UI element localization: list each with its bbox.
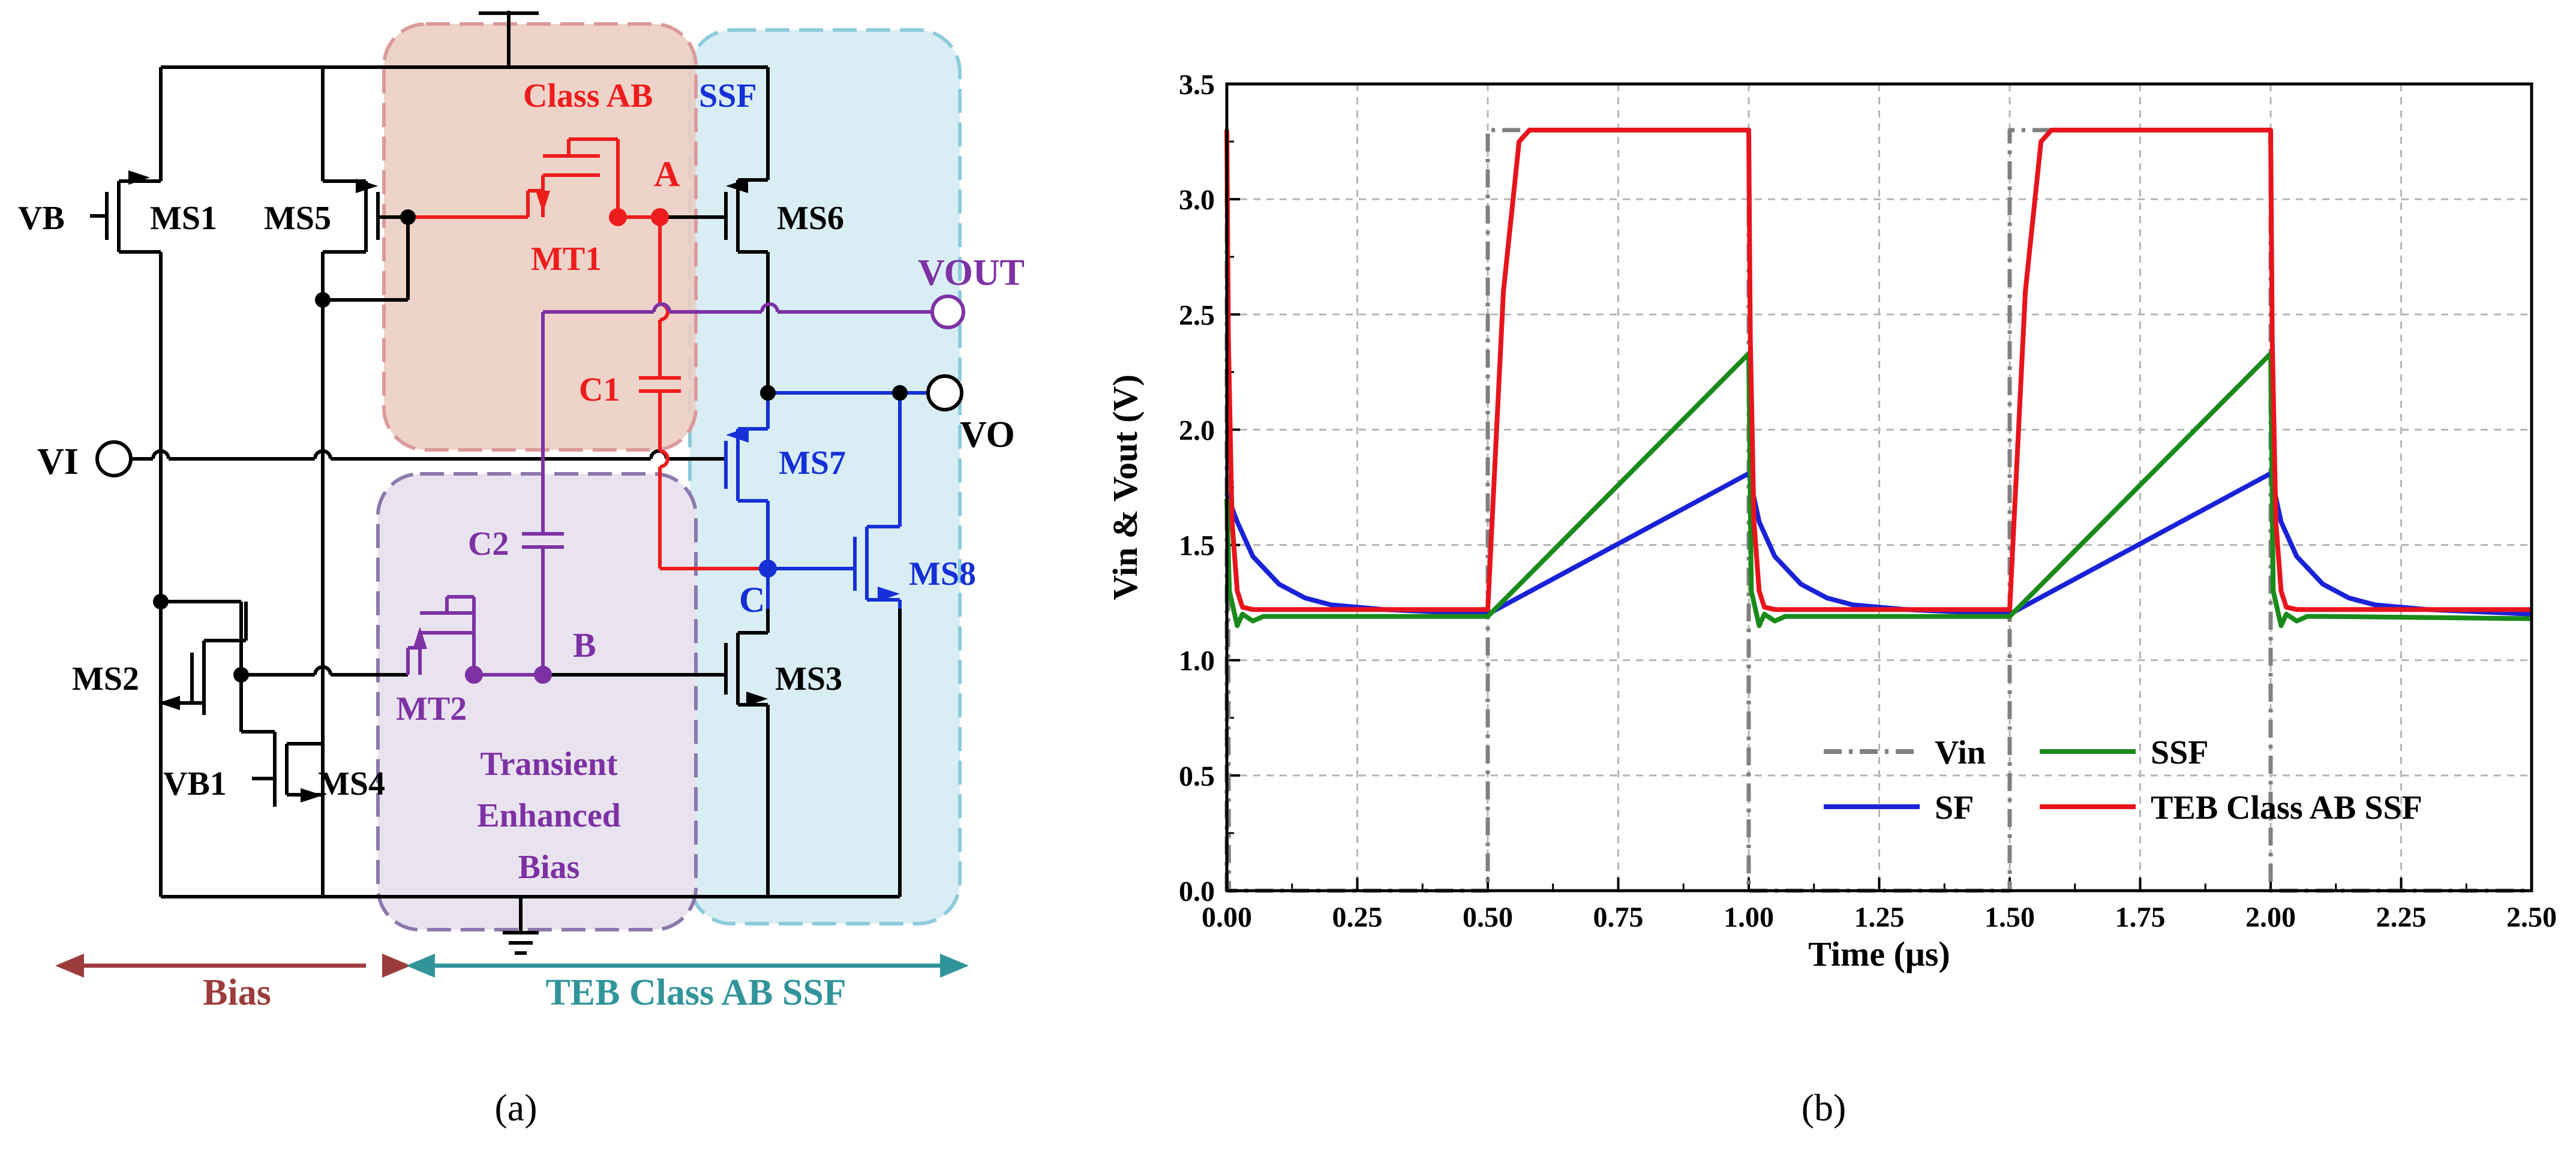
junction-dot bbox=[233, 667, 249, 683]
series-line-ssf bbox=[1224, 351, 2532, 629]
junction-dot bbox=[892, 385, 908, 401]
y-tick-label: 3.0 bbox=[1179, 184, 1215, 216]
legend-label: TEB Class AB SSF bbox=[2151, 789, 2422, 827]
mt2-label: MT2 bbox=[396, 690, 467, 728]
teb-line-2: Enhanced bbox=[477, 797, 621, 834]
ms8-label: MS8 bbox=[909, 555, 976, 593]
c2-label: C2 bbox=[468, 525, 509, 563]
x-tick-label: 1.75 bbox=[2115, 901, 2166, 933]
ms6-label: MS6 bbox=[777, 200, 844, 237]
ms6-arrow bbox=[726, 179, 748, 193]
mt1-label: MT1 bbox=[531, 241, 602, 278]
chart-legend: Vin SSF SF TEB Class AB SSF bbox=[1824, 734, 2422, 827]
junction-dot bbox=[400, 209, 416, 225]
mt2-arrow bbox=[413, 627, 427, 649]
ms7-arrow bbox=[726, 427, 749, 443]
teb-bracket-label: TEB Class AB SSF bbox=[545, 972, 846, 1013]
chart-series bbox=[1224, 127, 2532, 893]
ms2-arrow bbox=[158, 696, 180, 710]
c1-label: C1 bbox=[579, 371, 620, 408]
y-tick-marks: 0.0 0.5 1.0 1.5 2.0 2.5 3.0 3.5 bbox=[1179, 69, 1240, 907]
class-ab-region bbox=[382, 22, 698, 452]
x-tick-label: 0.25 bbox=[1332, 901, 1383, 933]
series-line-teb-class-ab-ssf bbox=[1224, 127, 2532, 612]
bias-bracket-label: Bias bbox=[203, 972, 271, 1013]
x-tick-label: 2.00 bbox=[2245, 901, 2296, 933]
circuit-diagram: VB MS1 MS5 MS6 VI VO MS2 MS3 VB1 MS4 Cla… bbox=[18, 11, 1025, 1129]
x-tick-label: 0.00 bbox=[1202, 901, 1252, 933]
x-axis-label: Time (μs) bbox=[1808, 934, 1950, 973]
bias-bracket bbox=[55, 954, 411, 978]
ms2-label: MS2 bbox=[72, 660, 139, 698]
ms3-label: MS3 bbox=[775, 660, 842, 698]
ms5-arrow bbox=[356, 179, 378, 193]
junction-dot bbox=[760, 385, 776, 401]
teb-line-3: Bias bbox=[518, 849, 580, 886]
x-tick-label: 2.25 bbox=[2376, 901, 2427, 933]
node-b-label: B bbox=[573, 626, 596, 665]
node-a-dot-mt1 bbox=[609, 208, 627, 226]
ms8-arrow bbox=[878, 587, 900, 602]
y-tick-label: 2.5 bbox=[1179, 299, 1215, 331]
node-c-label: C bbox=[739, 580, 765, 620]
node-a-dot bbox=[651, 208, 669, 226]
x-tick-label: 1.25 bbox=[1854, 901, 1905, 933]
x-tick-label: 0.75 bbox=[1593, 901, 1644, 933]
node-b-dot-mt2 bbox=[465, 666, 483, 684]
vi-label: VI bbox=[37, 441, 79, 482]
series-line-sf bbox=[1224, 471, 2532, 617]
legend-label: Vin bbox=[1935, 734, 1986, 771]
class-ab-title: Class AB bbox=[523, 77, 653, 115]
vo-port bbox=[926, 374, 963, 411]
waveform-chart: 0.00 0.25 0.50 0.75 1.00 1.25 1.50 1.75 2.00 2.25… bbox=[1106, 69, 2557, 1129]
vout-label: VOUT bbox=[918, 253, 1025, 293]
x-tick-label: 1.00 bbox=[1724, 901, 1774, 933]
y-tick-label: 2.0 bbox=[1179, 414, 1215, 446]
vi-port bbox=[95, 440, 133, 477]
caption-a: (a) bbox=[494, 1086, 537, 1129]
legend-label: SF bbox=[1935, 789, 1974, 827]
caption-b: (b) bbox=[1802, 1086, 1847, 1129]
junction-dot bbox=[153, 594, 169, 609]
node-c-dot bbox=[759, 560, 777, 578]
ms1-label: MS1 bbox=[150, 200, 217, 237]
node-a-label: A bbox=[654, 154, 680, 194]
teb-region bbox=[376, 472, 698, 931]
y-tick-label: 0.5 bbox=[1179, 761, 1215, 792]
junction-dot bbox=[315, 292, 331, 308]
y-tick-label: 3.5 bbox=[1179, 69, 1215, 101]
chart-grid bbox=[1227, 84, 2532, 891]
ms3-arrow bbox=[746, 692, 768, 706]
ms1-arrow bbox=[128, 170, 150, 185]
ssf-title: SSF bbox=[699, 77, 757, 115]
y-tick-label: 0.0 bbox=[1179, 876, 1215, 907]
y-tick-label: 1.5 bbox=[1179, 530, 1215, 562]
y-axis-label: Vin & Vout (V) bbox=[1106, 374, 1145, 600]
teb-bracket bbox=[406, 954, 969, 978]
plot-area bbox=[1225, 82, 2533, 892]
ms4-arrow bbox=[301, 788, 323, 803]
vout-port bbox=[930, 294, 965, 329]
node-b-dot bbox=[534, 666, 552, 684]
x-tick-label: 1.50 bbox=[1984, 901, 2035, 933]
legend-label: SSF bbox=[2151, 734, 2209, 771]
ms5-label: MS5 bbox=[264, 200, 331, 237]
x-tick-label: 2.50 bbox=[2506, 901, 2557, 933]
x-tick-marks: 0.00 0.25 0.50 0.75 1.00 1.25 1.50 1.75 2.00 2.25… bbox=[1202, 877, 2557, 933]
teb-line-1: Transient bbox=[480, 746, 618, 783]
vb1-label: VB1 bbox=[163, 765, 227, 803]
ms4-label: MS4 bbox=[318, 765, 385, 803]
x-tick-label: 0.50 bbox=[1463, 901, 1513, 933]
y-tick-label: 1.0 bbox=[1179, 645, 1215, 677]
ms7-label: MS7 bbox=[779, 444, 846, 482]
vo-label: VO bbox=[960, 414, 1015, 455]
vb-label: VB bbox=[18, 200, 65, 237]
